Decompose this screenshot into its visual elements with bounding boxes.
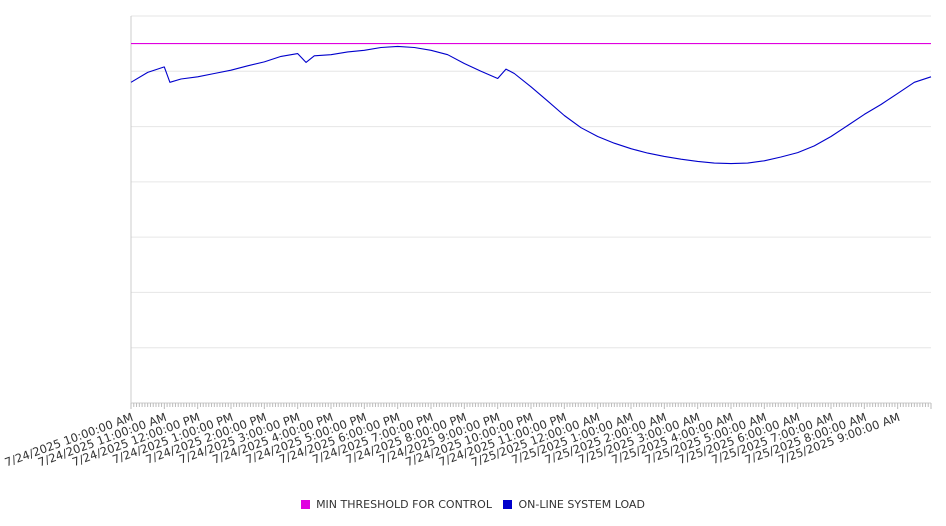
legend-swatch-system-load: [503, 500, 513, 509]
legend: MIN THRESHOLD FOR CONTROL ON-LINE SYSTEM…: [0, 498, 946, 512]
legend-label-system-load: ON-LINE SYSTEM LOAD: [518, 498, 645, 511]
x-tick-labels: 7/24/2025 10:00:00 AM7/24/2025 11:00:00 …: [3, 410, 902, 470]
grid-lines: [131, 15, 931, 404]
series-system-load-line: [130, 45, 932, 165]
axes: [130, 16, 932, 409]
series-lines: [130, 43, 932, 165]
legend-item-system-load[interactable]: ON-LINE SYSTEM LOAD: [503, 498, 645, 511]
legend-item-threshold[interactable]: MIN THRESHOLD FOR CONTROL: [301, 498, 492, 511]
legend-swatch-threshold: [301, 500, 311, 509]
legend-label-threshold: MIN THRESHOLD FOR CONTROL: [316, 498, 492, 511]
